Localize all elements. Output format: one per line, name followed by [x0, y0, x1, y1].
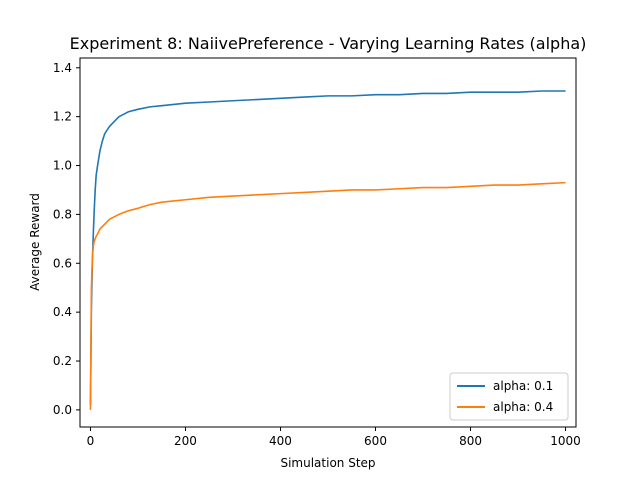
legend-label-1: alpha: 0.1: [493, 379, 553, 393]
y-tick-label: 1.2: [53, 110, 72, 124]
x-axis-title: Simulation Step: [280, 456, 375, 470]
x-tick-label: 0: [87, 434, 95, 448]
legend-label-2: alpha: 0.4: [493, 400, 553, 414]
x-tick-label: 400: [269, 434, 292, 448]
x-tick-label: 600: [364, 434, 387, 448]
series-layer: [89, 90, 566, 410]
chart-title: Experiment 8: NaiivePreference - Varying…: [70, 34, 587, 53]
x-tick-label: 200: [174, 434, 197, 448]
y-tick-label: 1.0: [53, 159, 72, 173]
y-axis-ticks: 0.0 0.2 0.4 0.6 0.8 1.0 1.2 1.4: [53, 61, 80, 417]
x-axis-ticks: 0 200 400 600 800 1000: [87, 427, 581, 448]
series-line-2: [89, 181, 566, 410]
y-tick-label: 0.8: [53, 207, 72, 221]
y-axis-title: Average Reward: [28, 193, 42, 291]
legend-box: [449, 372, 569, 421]
legend: alpha: 0.1 alpha: 0.4: [449, 372, 569, 421]
y-tick-label: 0.6: [53, 256, 72, 270]
x-tick-label: 800: [459, 434, 482, 448]
series-line-1: [89, 90, 566, 406]
y-tick-label: 1.4: [53, 61, 72, 75]
plot-frame: [79, 57, 577, 428]
y-tick-label: 0.4: [53, 305, 72, 319]
plot-area: [80, 58, 576, 427]
y-tick-label: 0.0: [53, 403, 72, 417]
x-tick-label: 1000: [550, 434, 581, 448]
y-tick-label: 0.2: [53, 354, 72, 368]
